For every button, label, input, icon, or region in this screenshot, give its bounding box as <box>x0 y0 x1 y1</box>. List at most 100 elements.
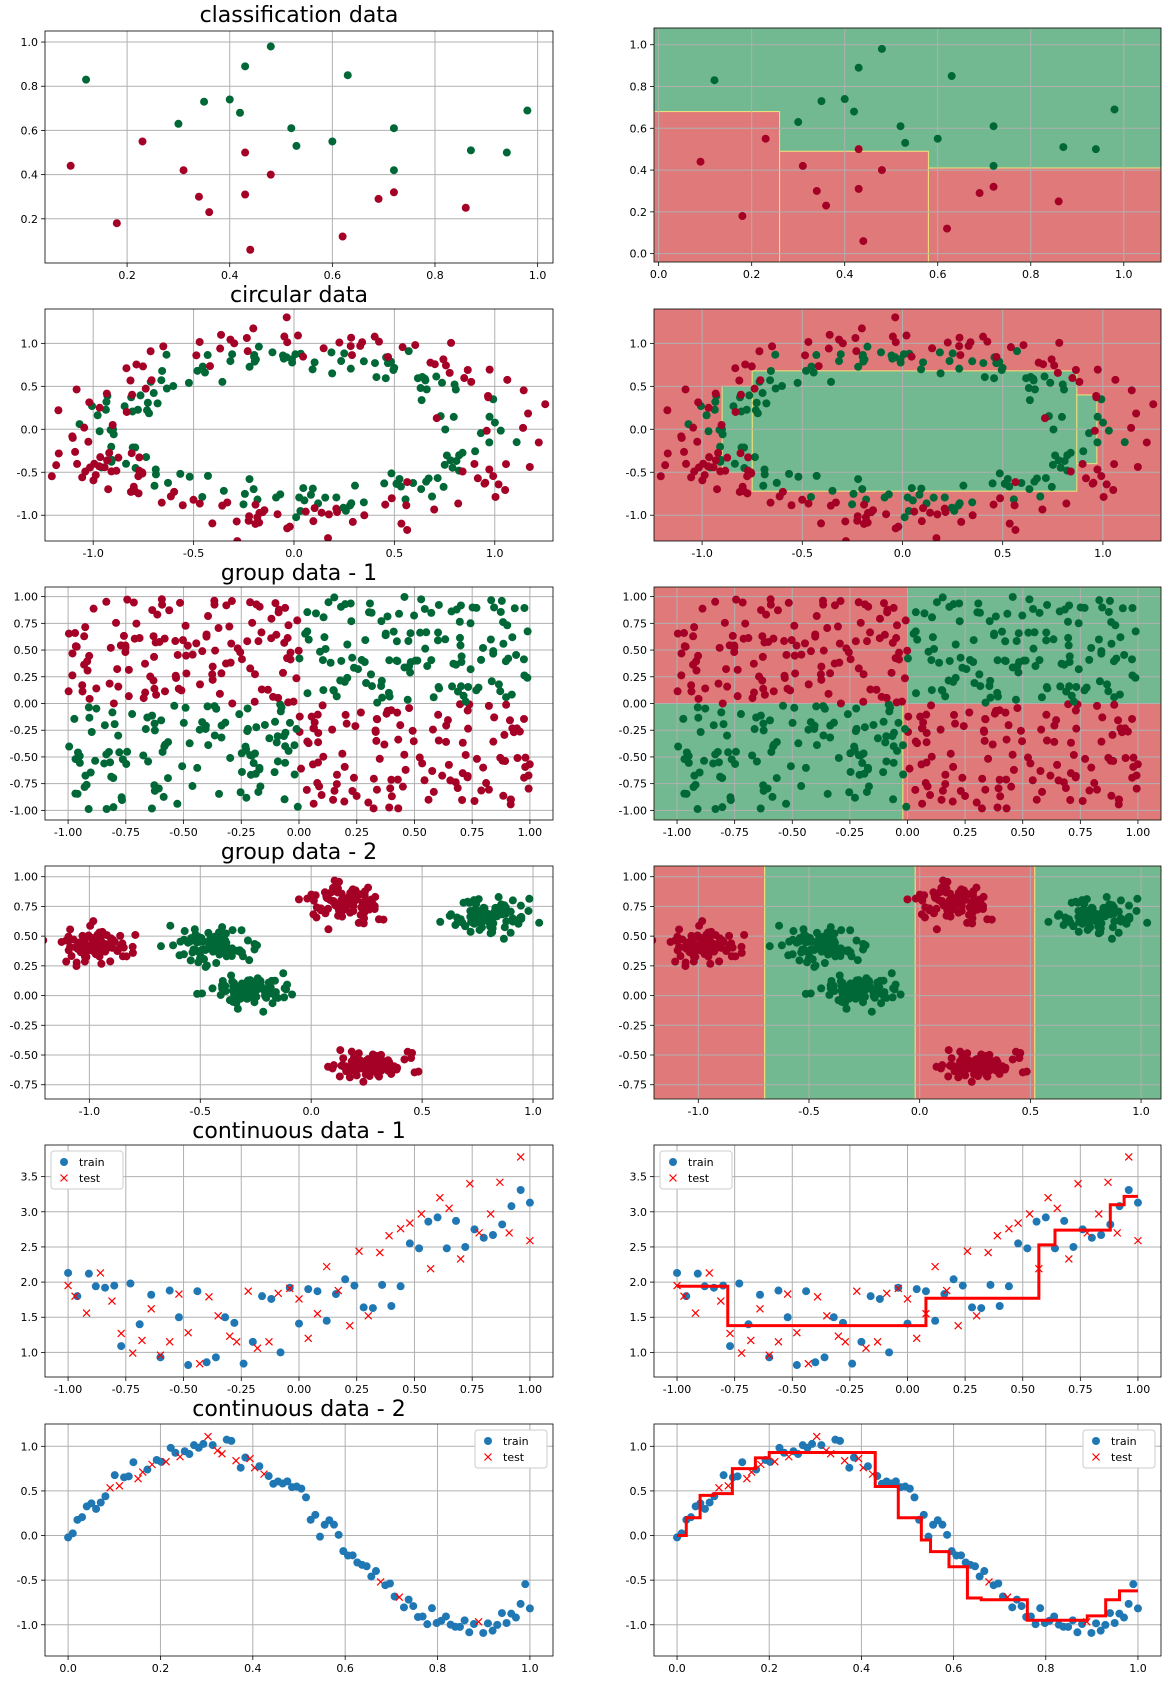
class-green-point <box>804 954 813 963</box>
class-red-point <box>73 459 82 468</box>
class-red-point <box>994 784 1003 793</box>
class-red-point <box>420 776 429 785</box>
class-green-point <box>899 770 908 779</box>
test-point <box>214 1311 223 1320</box>
test-point <box>395 1593 404 1602</box>
class-red-point <box>243 637 252 646</box>
test-point <box>345 1321 354 1330</box>
class-green-point <box>245 362 254 371</box>
class-red-point <box>817 662 826 671</box>
class-red-point <box>943 338 952 347</box>
class-green-point <box>993 656 1002 665</box>
train-point <box>156 1353 165 1362</box>
class-green-point <box>215 939 224 948</box>
train-point <box>418 1612 427 1621</box>
class-red-point <box>830 659 839 668</box>
class-red-point <box>941 770 950 779</box>
y-tick-label: -0.50 <box>619 751 647 764</box>
test-point <box>1025 1209 1034 1218</box>
class-green-point <box>1057 412 1066 421</box>
test-point <box>1134 1236 1142 1245</box>
class-green-point <box>826 733 835 742</box>
class-red-point <box>967 1077 976 1086</box>
train-point <box>367 1572 376 1581</box>
class-green-point <box>929 493 938 502</box>
class-red-point <box>1046 771 1055 780</box>
class-green-point <box>210 731 219 740</box>
class-green-point <box>1107 934 1116 943</box>
class-red-point <box>86 921 95 930</box>
class-green-point <box>693 805 702 814</box>
class-red-point <box>1001 1063 1010 1072</box>
class-red-point <box>335 338 344 347</box>
class-green-point <box>512 438 521 447</box>
x-tick-label: 0.8 <box>1037 1662 1055 1675</box>
axes-frame <box>44 308 554 542</box>
class-red-point <box>338 900 347 909</box>
class-green-point <box>1128 604 1137 613</box>
class-green-point <box>525 894 534 903</box>
class-red-point <box>989 500 998 509</box>
chart-title: continuous data - 2 <box>192 1397 405 1422</box>
class-red-point <box>499 791 508 800</box>
class-red-point <box>347 333 356 342</box>
class-green-point <box>164 738 173 747</box>
class-green-point <box>823 928 832 937</box>
class-red-point <box>663 449 672 458</box>
class-green-point <box>762 399 771 408</box>
class-green-point <box>228 977 237 986</box>
class-green-point <box>456 641 465 650</box>
class-green-point <box>308 484 317 493</box>
class-red-point <box>375 754 384 763</box>
class-red-point <box>371 892 380 901</box>
class-green-point <box>863 342 872 351</box>
plot-area <box>45 587 553 820</box>
chart-title: group data - 2 <box>221 840 377 865</box>
class-green-point <box>955 599 964 608</box>
class-green-point <box>170 701 179 710</box>
legend-test-label: test <box>503 1451 525 1464</box>
class-red-point <box>263 685 272 694</box>
class-red-point <box>178 501 187 510</box>
class-red-point <box>482 779 491 788</box>
x-tick-label: 0.0 <box>59 1662 77 1675</box>
class-red-point <box>340 762 349 771</box>
class-green-point <box>1014 629 1023 638</box>
class-red-point <box>721 466 730 475</box>
train-point <box>1092 1619 1101 1628</box>
class-red-point <box>360 891 369 900</box>
test-point <box>505 1228 514 1237</box>
class-green-point <box>1079 447 1088 456</box>
class-red-point <box>989 182 998 191</box>
class-green-point <box>405 662 414 671</box>
class-red-point <box>941 508 950 517</box>
class-red-point <box>293 331 302 340</box>
class-green-point <box>723 731 732 740</box>
class-green-point <box>772 738 781 747</box>
plot-area <box>654 309 1161 541</box>
class-green-point <box>1133 894 1142 903</box>
train-point <box>910 1493 919 1502</box>
class-green-point <box>158 366 167 375</box>
class-green-point <box>742 405 751 414</box>
class-red-point <box>984 754 993 763</box>
class-green-point <box>512 650 521 659</box>
test-point <box>894 1284 903 1293</box>
class-green-point <box>1053 911 1062 920</box>
class-red-point <box>1129 753 1138 762</box>
class-green-point <box>1131 627 1140 636</box>
class-green-point <box>1025 485 1034 494</box>
class-green-point <box>1012 637 1021 646</box>
class-red-point <box>762 610 771 619</box>
test-point <box>175 1290 183 1298</box>
class-green-point <box>506 907 515 916</box>
class-red-point <box>698 476 707 485</box>
x-tick-label: 0.25 <box>344 826 369 839</box>
class-red-point <box>369 774 378 783</box>
class-green-point <box>765 942 774 951</box>
class-red-point <box>817 519 826 528</box>
train-point <box>87 1499 96 1508</box>
y-tick-label: 1.0 <box>21 1440 39 1453</box>
train-point <box>73 1292 82 1301</box>
